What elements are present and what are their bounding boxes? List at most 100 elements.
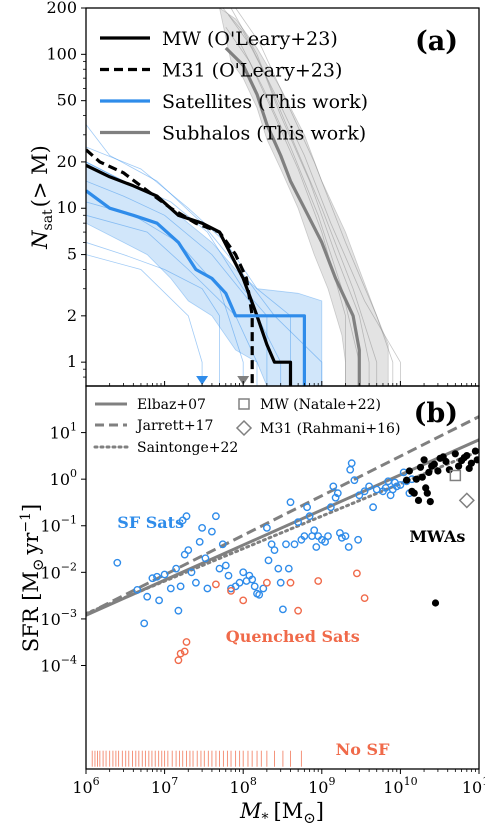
sf-sat-point-35	[250, 582, 259, 591]
sf-sat-point-69	[344, 543, 353, 551]
sf-sat-point-15	[184, 546, 193, 554]
sf-sat-point-71	[347, 459, 356, 468]
marker-triangle-1	[237, 376, 250, 385]
sf-sat-point-16	[187, 568, 196, 577]
sf-sat-point-74	[355, 491, 364, 500]
mwa-point-0	[403, 476, 411, 484]
sf-sat-point-9	[172, 564, 181, 573]
sf-sat-point-44	[276, 578, 285, 587]
b-x-tick-label-2: 108	[230, 775, 257, 797]
sf-sat-point-7	[160, 570, 169, 579]
mwa-point-27	[467, 459, 475, 467]
quenched-sat-point-2	[180, 647, 189, 656]
sf-sat-point-72	[350, 476, 359, 485]
sf-sat-point-24	[215, 564, 224, 573]
sf-sat-point-68	[341, 532, 350, 540]
sf-sat-point-49	[290, 540, 299, 549]
panel-b: SF Sats Quenched Sats MWAs No SF Elbaz+07 Ja…	[18, 381, 485, 827]
marker-triangle-0	[196, 376, 209, 385]
mwa-point-25	[463, 452, 471, 460]
b-x-tick-label-1: 107	[151, 775, 178, 797]
sf-sat-point-5	[153, 572, 161, 581]
sf-sat-point-80	[381, 483, 390, 492]
mwa-point-11	[425, 468, 433, 476]
panel-a-series	[86, 46, 361, 386]
sf-sat-point-31	[239, 568, 248, 577]
mwa-point-14	[430, 460, 438, 468]
mwa-point-10	[423, 489, 431, 497]
quenched-sat-point-10	[314, 577, 323, 585]
sf-sat-point-46	[282, 540, 290, 549]
sf-sat-point-26	[221, 561, 230, 570]
sf-sat-point-45	[278, 605, 287, 614]
thin-line-subhalo-5	[228, 14, 401, 386]
sf-sat-point-20	[201, 554, 210, 563]
sf-sat-point-77	[369, 503, 377, 512]
legend-b-label-4: M31 (Rahmani+16)	[260, 421, 400, 437]
quenched-sat-point-12	[360, 594, 369, 602]
sf-sat-point-73	[354, 535, 362, 544]
mwa-point-21	[451, 450, 459, 458]
quenched-sat-point-11	[352, 569, 361, 578]
sf-sat-point-4	[148, 574, 157, 583]
a-y-tick-label-1: 2	[67, 306, 77, 325]
quenched-sat-point-7	[262, 578, 271, 587]
legend-b-swatch-3	[238, 398, 250, 410]
series-satellites	[86, 189, 306, 386]
series-mw	[86, 163, 293, 386]
mwa-point-15	[431, 599, 440, 607]
series-subhalos	[224, 46, 361, 386]
sf-sat-point-76	[365, 482, 373, 491]
sf-sat-point-67	[337, 533, 346, 542]
legend-b-label-3: MW (Natale+22)	[260, 397, 381, 413]
mwa-point-5	[414, 496, 423, 504]
b-x-tick-label-3: 109	[308, 775, 335, 797]
mwa-point-3	[410, 489, 418, 497]
quenched-sat-point-1	[176, 649, 185, 658]
quenched-sat-point-5	[227, 587, 235, 595]
panel-b-points	[113, 447, 479, 665]
b-x-tick-label-4: 1010	[383, 775, 417, 797]
quenched-sat-point-8	[286, 578, 295, 587]
legend-a-label-1: M31 (O'Leary+23)	[162, 60, 342, 82]
sf-sat-point-63	[329, 482, 338, 491]
relation-jarrett-17	[86, 415, 479, 616]
sf-sat-point-25	[218, 540, 227, 549]
panel-a-y-axis-label: Nsat(> M)	[28, 145, 56, 250]
quenched-sat-point-9	[294, 606, 302, 615]
legend-b-label-1: Jarrett+17	[135, 418, 213, 434]
sf-sat-point-1	[133, 586, 142, 594]
sf-sat-point-17	[191, 578, 200, 587]
sf-sat-point-64	[331, 493, 340, 502]
mwa-point-20	[445, 466, 453, 474]
sf-sat-point-85	[392, 482, 401, 491]
panel-b-no-sf-rug	[91, 750, 302, 767]
sf-sat-point-21	[203, 584, 212, 593]
mwa-point-1	[405, 467, 413, 475]
annotation-no-sf: No SF	[336, 740, 390, 759]
mwa-point-8	[420, 456, 428, 464]
mwa-point-22	[455, 462, 463, 470]
mwa-point-19	[442, 457, 450, 466]
legend-a-label-3: Subhalos (This work)	[162, 123, 366, 145]
sf-sat-point-56	[310, 526, 319, 535]
annotation-sf-sats: SF Sats	[117, 513, 184, 532]
quenched-sat-point-6	[239, 596, 248, 605]
sf-sat-point-10	[174, 606, 183, 615]
sf-sat-point-39	[262, 524, 271, 532]
legend-a-label-2: Satellites (This work)	[162, 91, 368, 113]
panel-b-x-axis-label: M* [M⊙]	[239, 799, 324, 827]
quenched-sat-point-3	[182, 638, 191, 646]
mwa-point-12	[426, 498, 434, 506]
sf-sat-point-57	[312, 543, 321, 551]
a-y-tick-label-4: 20	[57, 152, 77, 171]
sf-sat-point-18	[195, 538, 204, 546]
b-x-tick-label-0: 106	[72, 775, 99, 797]
thin-line-satellite-5	[86, 124, 323, 386]
sf-sat-point-65	[333, 489, 342, 498]
band-subhalos	[219, 8, 389, 386]
a-y-tick-label-2: 5	[67, 245, 77, 264]
